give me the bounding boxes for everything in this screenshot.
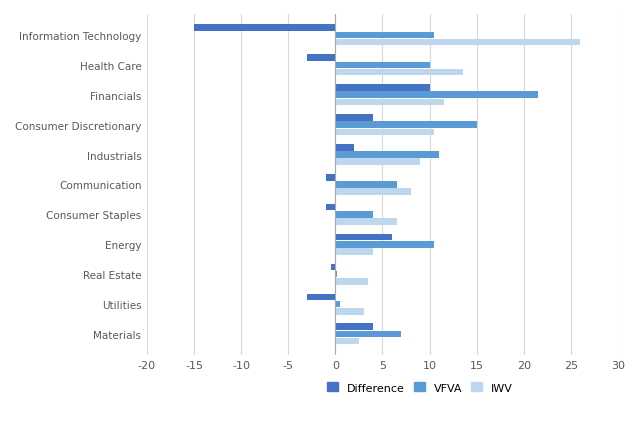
Bar <box>335 182 397 188</box>
Bar <box>326 175 335 181</box>
Bar <box>335 152 439 159</box>
Bar <box>307 55 335 62</box>
Bar <box>331 264 335 271</box>
Bar <box>335 70 463 76</box>
Bar <box>335 338 359 345</box>
Bar <box>335 212 373 218</box>
Bar <box>335 115 373 121</box>
Bar <box>335 249 373 255</box>
Bar <box>335 308 364 315</box>
Bar <box>335 122 477 129</box>
Bar <box>335 129 435 136</box>
Bar <box>335 301 340 307</box>
Bar <box>335 145 354 151</box>
Bar <box>335 85 429 92</box>
Bar <box>335 189 411 195</box>
Bar <box>335 32 435 39</box>
Bar <box>335 92 538 99</box>
Bar <box>326 205 335 211</box>
Bar <box>307 294 335 300</box>
Bar <box>335 324 373 330</box>
Bar <box>335 241 435 248</box>
Bar <box>335 279 369 285</box>
Bar <box>194 25 335 32</box>
Bar <box>335 99 444 106</box>
Bar <box>335 40 580 46</box>
Bar <box>335 271 337 278</box>
Bar <box>335 331 401 337</box>
Bar <box>335 62 429 69</box>
Bar <box>335 234 392 241</box>
Bar <box>335 219 397 225</box>
Bar <box>335 159 420 166</box>
Legend: Difference, VFVA, IWV: Difference, VFVA, IWV <box>323 378 518 397</box>
